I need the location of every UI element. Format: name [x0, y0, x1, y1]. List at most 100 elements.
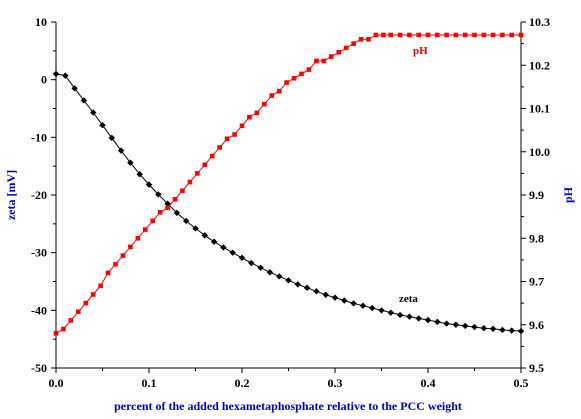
data-point-ph [90, 292, 96, 297]
y-right-tick-label: 9.6 [529, 318, 544, 332]
data-point-zeta [294, 281, 301, 288]
y-right-tick-label: 9.7 [529, 275, 544, 289]
data-point-zeta [369, 304, 376, 312]
data-point-zeta [183, 217, 190, 225]
data-point-zeta [90, 109, 97, 116]
data-point-ph [76, 309, 81, 315]
data-point-ph [150, 218, 156, 224]
data-point-ph [373, 32, 379, 38]
y-left-tick-label: -50 [31, 361, 47, 375]
data-point-ph [68, 318, 74, 323]
y-left-tick-label: 0 [41, 73, 47, 87]
x-tick-label: 0.0 [49, 376, 64, 390]
data-point-ph [321, 58, 327, 64]
data-point-zeta [341, 297, 348, 304]
data-point-ph [291, 75, 297, 81]
data-point-zeta [331, 294, 339, 301]
data-point-zeta [350, 300, 357, 307]
series-markers [52, 32, 525, 336]
x-tick-label: 0.2 [235, 376, 250, 390]
data-point-zeta [62, 72, 69, 79]
data-point-ph [98, 283, 103, 289]
data-point-zeta [80, 97, 88, 104]
data-point-ph [180, 188, 185, 193]
data-point-zeta [238, 254, 246, 262]
data-point-ph [351, 41, 356, 46]
data-point-zeta [489, 325, 497, 332]
ticks: 0.0 0.1 0.2 0.3 0.4 0.5 10 0 -10 -20 -30 -40 -50 10.3… [31, 15, 550, 390]
data-point-ph [299, 71, 304, 77]
data-point-zeta [248, 259, 255, 267]
data-point-ph [209, 153, 215, 159]
data-point-ph [453, 32, 459, 38]
x-tick-label: 0.5 [514, 376, 529, 390]
data-point-zeta [164, 200, 171, 207]
data-point-ph [120, 253, 126, 258]
y-right-tick-label: 9.5 [529, 361, 544, 375]
data-point-zeta [313, 288, 320, 295]
data-point-ph [416, 32, 421, 38]
data-point-zeta [127, 159, 134, 166]
x-tick-label: 0.3 [328, 376, 343, 390]
data-point-zeta [499, 326, 506, 334]
y-left-tick-label: -40 [31, 303, 47, 317]
data-point-ph [172, 197, 178, 202]
data-point-ph [128, 244, 133, 250]
data-point-ph [53, 331, 59, 336]
data-point-ph [509, 32, 514, 38]
data-point-ph [284, 80, 289, 85]
data-point-zeta [229, 249, 236, 256]
x-tick-label: 0.4 [421, 376, 436, 390]
data-point-zeta [210, 238, 218, 245]
y-axis-right-label: pH [561, 186, 575, 203]
y-left-tick-label: -20 [31, 188, 47, 202]
data-point-zeta [424, 316, 432, 324]
y-left-tick-label: -10 [31, 130, 47, 144]
data-point-ph [165, 205, 170, 211]
data-point-zeta [517, 327, 525, 335]
data-point-ph [444, 32, 449, 38]
data-point-zeta [471, 323, 478, 331]
data-point-zeta [52, 70, 60, 78]
data-point-ph [105, 270, 111, 276]
data-point-ph [490, 32, 496, 38]
data-point-zeta [201, 232, 208, 239]
data-point-zeta [145, 181, 153, 188]
data-point-zeta [136, 171, 143, 178]
data-point-zeta [71, 85, 78, 92]
data-point-zeta [303, 284, 311, 292]
data-point-ph [135, 235, 141, 241]
data-point-ph [306, 67, 312, 72]
data-point-zeta [276, 273, 283, 280]
data-point-ph [472, 32, 477, 38]
y-left-tick-label: -30 [31, 246, 47, 260]
y-right-tick-label: 9.9 [529, 188, 544, 202]
data-point-zeta [99, 122, 106, 129]
data-point-ph [202, 162, 208, 168]
data-point-ph [500, 32, 505, 38]
data-point-zeta [257, 264, 264, 271]
data-point-ph [366, 37, 371, 42]
data-point-zeta [378, 307, 385, 314]
data-point-zeta [508, 327, 515, 334]
data-point-ph [276, 88, 282, 94]
x-axis-label: percent of the added hexametaphosphate r… [114, 399, 462, 413]
data-point-zeta [108, 134, 115, 142]
y-axis-left-label: zeta [mV] [4, 170, 18, 220]
data-point-ph [397, 32, 403, 38]
data-point-zeta [322, 291, 329, 298]
data-point-zeta [387, 309, 394, 316]
data-point-zeta [462, 322, 469, 330]
data-point-zeta [192, 225, 199, 232]
data-point-ph [232, 132, 237, 137]
data-point-ph [113, 261, 118, 267]
y-right-tick-label: 10.0 [529, 145, 550, 159]
data-point-ph [336, 49, 342, 55]
data-point-ph [61, 326, 66, 332]
data-point-ph [254, 110, 260, 116]
data-point-zeta [415, 315, 422, 322]
data-point-ph [358, 37, 364, 42]
data-point-ph [388, 32, 394, 38]
data-point-ph [381, 32, 386, 38]
